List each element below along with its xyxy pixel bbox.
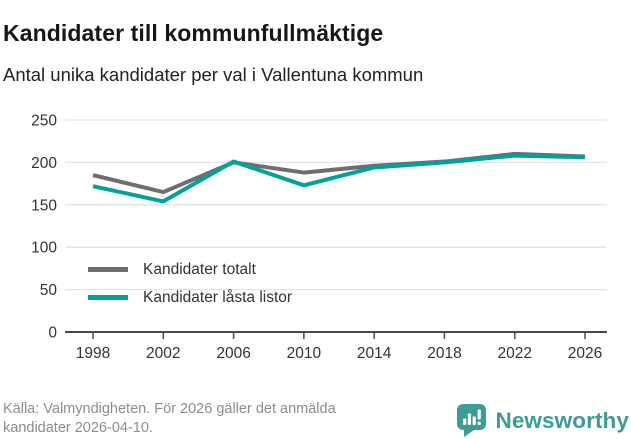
x-axis-tick-label: 2022 (497, 345, 531, 362)
page-title: Kandidater till kommunfullmäktige (3, 20, 384, 47)
source-note: Källa: Valmyndigheten. För 2026 gäller d… (3, 401, 336, 436)
x-axis-tick-label: 2006 (216, 345, 250, 362)
x-axis-tick-label: 2014 (357, 345, 392, 362)
series-line-kandidater-totalt (92, 151, 586, 195)
gray-line-swatch-icon (88, 267, 128, 272)
newsworthy-wordmark: Newsworthy (495, 407, 629, 433)
chart-legend: Kandidater totalt Kandidater låsta listo… (88, 260, 292, 307)
y-axis-tick-label: 250 (31, 113, 57, 130)
newsworthy-bubble-chart-icon (457, 404, 487, 437)
series-line-kandidater-l-sta-listor (92, 153, 586, 204)
legend-item-lasta-listor: Kandidater låsta listor (88, 288, 292, 307)
x-axis-tick-label: 2010 (287, 345, 322, 362)
y-axis-tick-label: 0 (48, 325, 57, 342)
legend-label: Kandidater totalt (143, 260, 256, 278)
legend-item-totalt: Kandidater totalt (88, 260, 292, 279)
y-axis-tick-label: 50 (40, 282, 58, 299)
legend-label: Kandidater låsta listor (143, 288, 293, 306)
teal-line-swatch-icon (88, 295, 128, 300)
y-axis-tick-label: 150 (31, 197, 57, 214)
x-axis-tick-label: 2018 (427, 345, 461, 362)
x-axis-tick-label: 2002 (146, 345, 180, 362)
chart-subtitle: Antal unika kandidater per val i Vallent… (3, 64, 424, 85)
y-axis-tick-label: 200 (31, 155, 57, 172)
x-axis-tick-label: 2026 (568, 345, 602, 362)
newsworthy-logo[interactable]: Newsworthy (457, 404, 629, 437)
x-axis-tick-label: 1998 (76, 345, 110, 362)
y-axis-tick-label: 100 (31, 240, 57, 257)
line-chart: 0 50 100 150 200 250 1998 2002 2006 2010 2014 2018 2… (31, 113, 607, 362)
